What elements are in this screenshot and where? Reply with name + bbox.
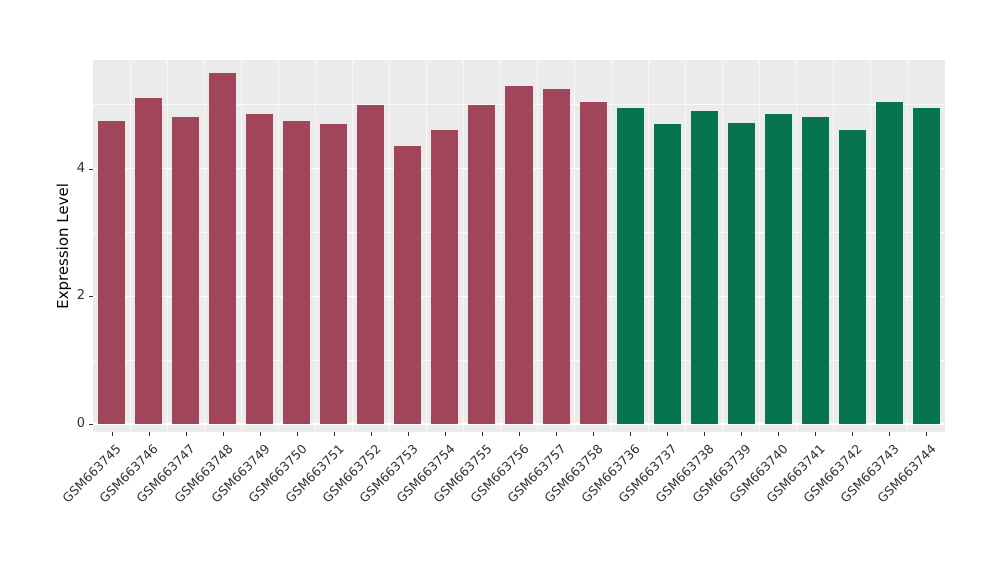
bar-GSM663742 <box>838 130 866 424</box>
bar-GSM663754 <box>431 130 459 424</box>
x-tick-mark-GSM663746 <box>148 432 150 436</box>
gridline-vertical <box>462 60 464 432</box>
gridline-vertical <box>537 60 539 432</box>
gridline-vertical <box>351 60 353 432</box>
bar-GSM663744 <box>912 107 940 424</box>
gridline-vertical <box>388 60 390 432</box>
x-tick-mark-GSM663740 <box>778 432 780 436</box>
bar-GSM663737 <box>653 123 681 424</box>
x-tick-mark-GSM663744 <box>926 432 928 436</box>
gridline-vertical <box>129 60 131 432</box>
gridline-vertical <box>907 60 909 432</box>
gridline-vertical <box>314 60 316 432</box>
bar-GSM663738 <box>690 111 718 424</box>
y-tick-label-4: 4 <box>76 160 85 176</box>
gridline-vertical <box>870 60 872 432</box>
bar-GSM663752 <box>357 104 385 424</box>
x-tick-mark-GSM663737 <box>667 432 669 436</box>
bar-GSM663743 <box>875 101 903 424</box>
y-tick-label-2: 2 <box>76 288 85 304</box>
gridline-vertical <box>833 60 835 432</box>
x-tick-mark-GSM663739 <box>741 432 743 436</box>
x-tick-mark-GSM663753 <box>407 432 409 436</box>
gridline-vertical <box>611 60 613 432</box>
x-tick-mark-GSM663754 <box>444 432 446 436</box>
bar-GSM663740 <box>764 114 792 424</box>
bar-GSM663736 <box>616 107 644 424</box>
x-tick-mark-GSM663749 <box>259 432 261 436</box>
gridline-vertical <box>685 60 687 432</box>
y-tick-label-0: 0 <box>76 416 85 431</box>
gridline-major-y0 <box>93 423 945 425</box>
gridline-vertical <box>166 60 168 432</box>
bar-GSM663753 <box>394 146 422 424</box>
bar-GSM663747 <box>172 117 200 424</box>
x-tick-mark-GSM663743 <box>889 432 891 436</box>
x-tick-mark-GSM663742 <box>852 432 854 436</box>
bar-GSM663756 <box>505 85 533 424</box>
gridline-vertical <box>574 60 576 432</box>
bar-GSM663739 <box>727 122 755 424</box>
gridline-vertical <box>648 60 650 432</box>
gridline-vertical <box>277 60 279 432</box>
y-tick-mark-4 <box>89 168 93 170</box>
plot-area <box>93 60 945 432</box>
x-tick-mark-GSM663748 <box>222 432 224 436</box>
bar-GSM663741 <box>801 117 829 424</box>
bar-GSM663755 <box>468 104 496 424</box>
bar-GSM663758 <box>579 101 607 424</box>
bar-GSM663746 <box>135 98 163 424</box>
x-tick-mark-GSM663755 <box>481 432 483 436</box>
x-tick-mark-GSM663752 <box>370 432 372 436</box>
x-tick-mark-GSM663745 <box>111 432 113 436</box>
gridline-vertical <box>203 60 205 432</box>
bar-GSM663751 <box>320 123 348 424</box>
bar-GSM663749 <box>246 114 274 424</box>
gridline-vertical <box>759 60 761 432</box>
x-tick-mark-GSM663758 <box>593 432 595 436</box>
x-tick-mark-GSM663750 <box>296 432 298 436</box>
x-tick-mark-GSM663747 <box>185 432 187 436</box>
x-tick-mark-GSM663738 <box>704 432 706 436</box>
gridline-vertical <box>499 60 501 432</box>
y-tick-mark-0 <box>89 424 93 425</box>
gridline-vertical <box>425 60 427 432</box>
x-tick-mark-GSM663736 <box>630 432 632 436</box>
x-tick-mark-GSM663751 <box>333 432 335 436</box>
x-tick-mark-GSM663757 <box>556 432 558 436</box>
bar-GSM663750 <box>283 120 311 424</box>
bar-GSM663748 <box>209 72 237 424</box>
x-tick-mark-GSM663756 <box>519 432 520 436</box>
gridline-vertical <box>796 60 798 432</box>
bar-GSM663757 <box>542 88 570 424</box>
x-tick-mark-GSM663741 <box>815 432 817 436</box>
bar-GSM663745 <box>98 120 126 424</box>
y-tick-mark-2 <box>89 296 93 298</box>
gridline-vertical <box>240 60 242 432</box>
gridline-vertical <box>722 60 724 432</box>
